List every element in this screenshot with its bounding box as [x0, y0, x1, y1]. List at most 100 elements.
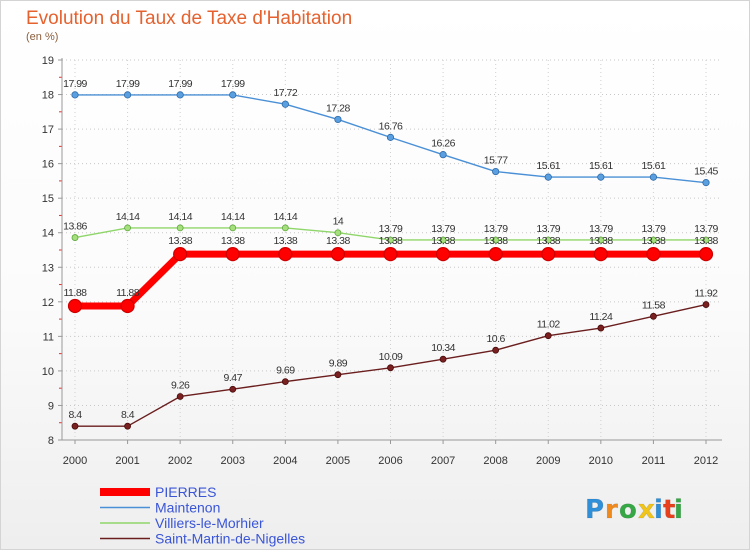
data-label-pierres: 13.38: [589, 235, 613, 247]
x-tick-label: 2012: [694, 455, 718, 467]
data-point-pierres: [383, 247, 398, 262]
data-label-saint-martin-de-nigelles: 8.4: [121, 409, 135, 421]
data-point-maintenon: [544, 173, 552, 181]
data-label-saint-martin-de-nigelles: 11.02: [537, 319, 561, 331]
data-label-pierres: 13.38: [431, 235, 455, 247]
data-point-pierres: [541, 247, 556, 262]
data-label-pierres: 13.38: [642, 235, 666, 247]
data-point-saint-martin-de-nigelles: [176, 393, 184, 400]
data-label-villiers-le-morhier: 14.14: [221, 211, 245, 223]
data-label-villiers-le-morhier: 14: [333, 216, 344, 228]
logo-letter: o: [619, 495, 637, 525]
data-label-pierres: 13.38: [168, 235, 192, 247]
data-point-maintenon: [71, 91, 79, 99]
data-point-saint-martin-de-nigelles: [650, 312, 657, 320]
data-point-villiers-le-morhier: [597, 236, 605, 244]
data-label-maintenon: 17.99: [63, 78, 87, 90]
data-point-villiers-le-morhier: [124, 224, 131, 232]
data-point-villiers-le-morhier: [176, 224, 184, 232]
data-label-saint-martin-de-nigelles: 10.6: [486, 333, 505, 345]
logo-letter: i: [654, 495, 663, 525]
data-point-maintenon: [649, 173, 658, 181]
data-point-saint-martin-de-nigelles: [702, 301, 710, 308]
data-label-villiers-le-morhier: 13.79: [431, 223, 455, 235]
x-axis-ticks: 2000 2001 2002 2003 2004 2005 2006 2007 2008 2009…: [63, 455, 718, 467]
data-point-pierres: [435, 247, 451, 262]
data-label-maintenon: 15.61: [536, 160, 560, 172]
y-tick-label: 12: [42, 297, 54, 309]
data-label-villiers-le-morhier: 13.86: [63, 221, 87, 233]
data-label-maintenon: 15.77: [484, 155, 508, 167]
data-point-maintenon: [281, 100, 289, 108]
x-tick-label: 2010: [589, 455, 613, 467]
y-tick-label: 8: [48, 435, 54, 447]
data-label-saint-martin-de-nigelles: 9.69: [276, 365, 295, 377]
data-point-saint-martin-de-nigelles: [281, 378, 289, 386]
data-point-villiers-le-morhier: [492, 236, 500, 244]
data-point-pierres: [330, 247, 346, 262]
data-label-villiers-le-morhier: 14.14: [273, 211, 297, 223]
data-point-saint-martin-de-nigelles: [124, 422, 131, 430]
data-point-villiers-le-morhier: [387, 236, 394, 244]
y-tick-label: 18: [42, 90, 54, 102]
data-point-saint-martin-de-nigelles: [387, 364, 394, 372]
x-tick-label: 2007: [431, 455, 455, 467]
grid-lines: [58, 59, 722, 444]
data-label-villiers-le-morhier: 13.79: [536, 223, 560, 235]
data-label-saint-martin-de-nigelles: 11.24: [589, 311, 613, 323]
x-tick-label: 2009: [536, 455, 560, 467]
y-tick-label: 13: [42, 262, 54, 274]
legend-label: Maintenon: [155, 500, 220, 516]
data-label-saint-martin-de-nigelles: 10.09: [379, 351, 403, 363]
data-point-maintenon: [597, 173, 605, 181]
data-label-maintenon: 15.61: [589, 160, 613, 172]
data-point-villiers-le-morhier: [544, 236, 552, 244]
data-label-pierres: 11.88: [64, 287, 88, 299]
data-labels: 11.88 11.88 13.38 13.38 13.38 13.38 13.38 13.38…: [63, 78, 719, 421]
data-point-pierres: [120, 298, 135, 314]
legend: PIERRESMaintenonVilliers-le-MorhierSaint…: [100, 484, 305, 547]
y-tick-label: 11: [43, 331, 54, 343]
data-point-maintenon: [386, 133, 395, 141]
data-point-maintenon: [229, 91, 237, 99]
data-label-saint-martin-de-nigelles: 11.92: [695, 288, 719, 300]
data-point-pierres: [67, 298, 83, 314]
data-label-saint-martin-de-nigelles: 9.89: [329, 358, 348, 370]
logo-letter: P: [585, 495, 604, 525]
data-label-saint-martin-de-nigelles: 9.26: [171, 379, 190, 391]
data-point-saint-martin-de-nigelles: [71, 422, 79, 430]
data-point-maintenon: [492, 167, 500, 176]
chart-subtitle: (en %): [26, 31, 58, 43]
y-tick-label: 14: [42, 228, 54, 240]
legend-label: Saint-Martin-de-Nigelles: [155, 531, 305, 547]
logo-letter: i: [674, 495, 683, 525]
data-label-pierres: 13.38: [484, 235, 508, 247]
y-tick-label: 16: [42, 159, 54, 171]
y-tick-label: 15: [42, 193, 54, 205]
x-tick-label: 2002: [168, 455, 192, 467]
data-label-villiers-le-morhier: 13.79: [642, 223, 666, 235]
data-label-saint-martin-de-nigelles: 8.4: [68, 409, 82, 421]
data-point-maintenon: [334, 115, 342, 124]
data-series: [67, 91, 714, 430]
data-point-maintenon: [176, 91, 184, 99]
data-point-maintenon: [439, 151, 447, 159]
data-label-maintenon: 17.28: [326, 102, 350, 114]
data-label-saint-martin-de-nigelles: 10.34: [431, 342, 455, 354]
legend-label: Villiers-le-Morhier: [155, 515, 264, 531]
data-label-pierres: 13.38: [221, 235, 245, 247]
data-point-saint-martin-de-nigelles: [439, 355, 447, 363]
data-label-pierres: 13.38: [536, 235, 560, 247]
data-point-pierres: [173, 247, 188, 262]
x-tick-label: 2006: [378, 455, 402, 467]
data-label-pierres: 13.38: [326, 235, 350, 247]
data-label-villiers-le-morhier: 14.14: [116, 211, 140, 223]
data-label-maintenon: 15.45: [694, 166, 718, 178]
legend-label: PIERRES: [155, 484, 216, 500]
data-label-pierres: 13.38: [273, 235, 297, 247]
data-label-saint-martin-de-nigelles: 9.47: [224, 372, 243, 384]
y-tick-label: 10: [42, 366, 54, 378]
